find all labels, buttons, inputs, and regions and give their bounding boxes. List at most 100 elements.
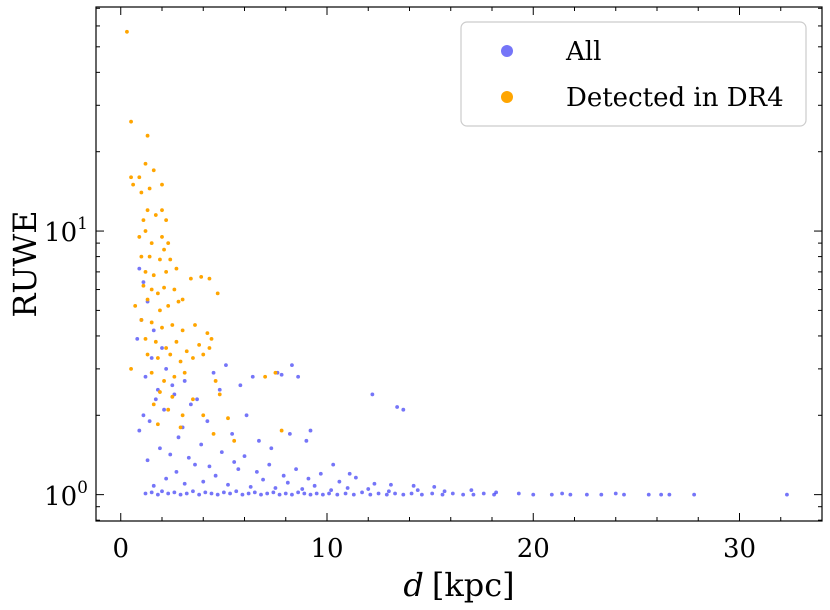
scatter-point-all xyxy=(401,407,406,412)
scatter-point-all xyxy=(393,491,397,496)
scatter-point-all xyxy=(318,471,323,476)
scatter-point-all xyxy=(143,374,148,379)
scatter-point-detected xyxy=(158,308,162,313)
scatter-point-all xyxy=(244,413,249,418)
scatter-point-all xyxy=(153,397,158,402)
axis-ticks xyxy=(96,7,823,521)
scatter-point-all xyxy=(207,464,212,469)
scatter-point-all xyxy=(158,446,162,451)
scatter-point-detected xyxy=(149,241,154,246)
scatter-point-detected xyxy=(153,339,158,344)
scatter-point-detected xyxy=(232,438,237,443)
scatter-point-detected xyxy=(172,374,177,379)
scatter-point-all xyxy=(450,491,455,496)
scatter-point-all xyxy=(494,490,499,495)
scatter-point-detected xyxy=(166,241,171,246)
scatter-point-all xyxy=(327,491,331,496)
scatter-point-all xyxy=(242,454,247,459)
scatter-point-detected xyxy=(201,413,206,418)
scatter-point-detected xyxy=(180,413,185,418)
scatter-point-detected xyxy=(174,266,179,271)
scatter-point-detected xyxy=(174,339,179,344)
scatter-point-all xyxy=(178,492,183,497)
scatter-point-detected xyxy=(129,119,133,124)
scatter-point-all xyxy=(261,477,265,482)
scatter-point-all xyxy=(246,491,251,496)
scatter-point-all xyxy=(549,492,554,497)
scatter-point-detected xyxy=(143,161,148,166)
scatter-point-all xyxy=(155,492,160,497)
scatter-point-all xyxy=(376,491,381,496)
scatter-point-all xyxy=(395,405,400,409)
scatter-point-detected xyxy=(166,407,171,412)
scatter-point-all xyxy=(269,446,274,451)
scatter-point-detected xyxy=(164,346,169,350)
scatter-point-all xyxy=(281,473,286,478)
scatter-point-all xyxy=(137,428,142,433)
scatter-point-all xyxy=(174,469,179,474)
scatter-point-all xyxy=(469,488,474,493)
scatter-point-all xyxy=(471,492,476,497)
scatter-point-detected xyxy=(137,235,142,239)
scatter-point-all xyxy=(430,491,435,496)
scatter-point-all xyxy=(267,462,272,467)
scatter-point-detected xyxy=(149,370,154,375)
scatter-point-all xyxy=(335,492,340,497)
scatter-point-all xyxy=(149,356,154,360)
scatter-point-all xyxy=(306,476,311,481)
scatter-point-detected xyxy=(147,254,152,259)
scatter-point-detected xyxy=(155,422,160,427)
scatter-point-all xyxy=(145,458,150,463)
scatter-point-all xyxy=(201,479,206,484)
scatter-point-detected xyxy=(176,299,181,304)
y-axis-label: RUWE xyxy=(6,210,44,317)
scatter-point-detected xyxy=(147,186,152,191)
scatter-point-detected xyxy=(184,349,189,354)
x-tick-label: 0 xyxy=(112,534,129,564)
scatter-point-all xyxy=(411,483,416,488)
scatter-point-detected xyxy=(160,235,164,239)
scatter-point-all xyxy=(193,462,197,467)
scatter-point-all xyxy=(211,370,216,375)
scatter-point-all xyxy=(254,469,259,474)
scatter-point-detected xyxy=(145,208,150,213)
scatter-point-all xyxy=(230,431,235,436)
scatter-point-detected xyxy=(143,229,148,233)
scatter-point-detected xyxy=(170,323,175,327)
scatter-point-all xyxy=(147,419,152,424)
scatter-point-all xyxy=(160,489,164,494)
scatter-point-all xyxy=(285,480,290,485)
legend-label-all: All xyxy=(565,37,601,67)
scatter-point-detected xyxy=(180,328,185,333)
legend-marker-all xyxy=(501,45,513,57)
scatter-point-detected xyxy=(160,325,164,330)
scatter-point-all xyxy=(257,438,261,443)
scatter-point-detected xyxy=(168,257,173,262)
scatter-point-all xyxy=(199,442,204,447)
scatter-point-all xyxy=(409,491,414,496)
scatter-point-all xyxy=(646,492,651,497)
scatter-point-all xyxy=(182,379,187,383)
scatter-point-all xyxy=(785,492,789,497)
plot-frame xyxy=(95,6,823,522)
scatter-point-all xyxy=(599,492,604,497)
scatter-point-detected xyxy=(149,320,154,325)
scatter-point-all xyxy=(205,419,210,424)
scatter-point-all xyxy=(296,490,301,495)
scatter-point-detected xyxy=(162,247,166,252)
scatter-point-detected xyxy=(178,425,183,430)
y-tick-label-10-0: 100 xyxy=(44,478,88,512)
y-tick-base: 10 xyxy=(44,218,77,248)
scatter-point-all xyxy=(172,490,177,495)
scatter-point-detected xyxy=(141,283,146,288)
scatter-point-detected xyxy=(158,257,162,262)
scatter-point-detected xyxy=(217,392,222,397)
scatter-point-all xyxy=(234,489,239,494)
scatter-point-detected xyxy=(182,370,187,375)
scatter-point-all xyxy=(343,491,348,496)
scatter-point-all xyxy=(151,483,156,488)
scatter-point-detected xyxy=(133,304,138,308)
scatter-point-all xyxy=(331,462,336,467)
scatter-point-detected xyxy=(129,175,133,180)
